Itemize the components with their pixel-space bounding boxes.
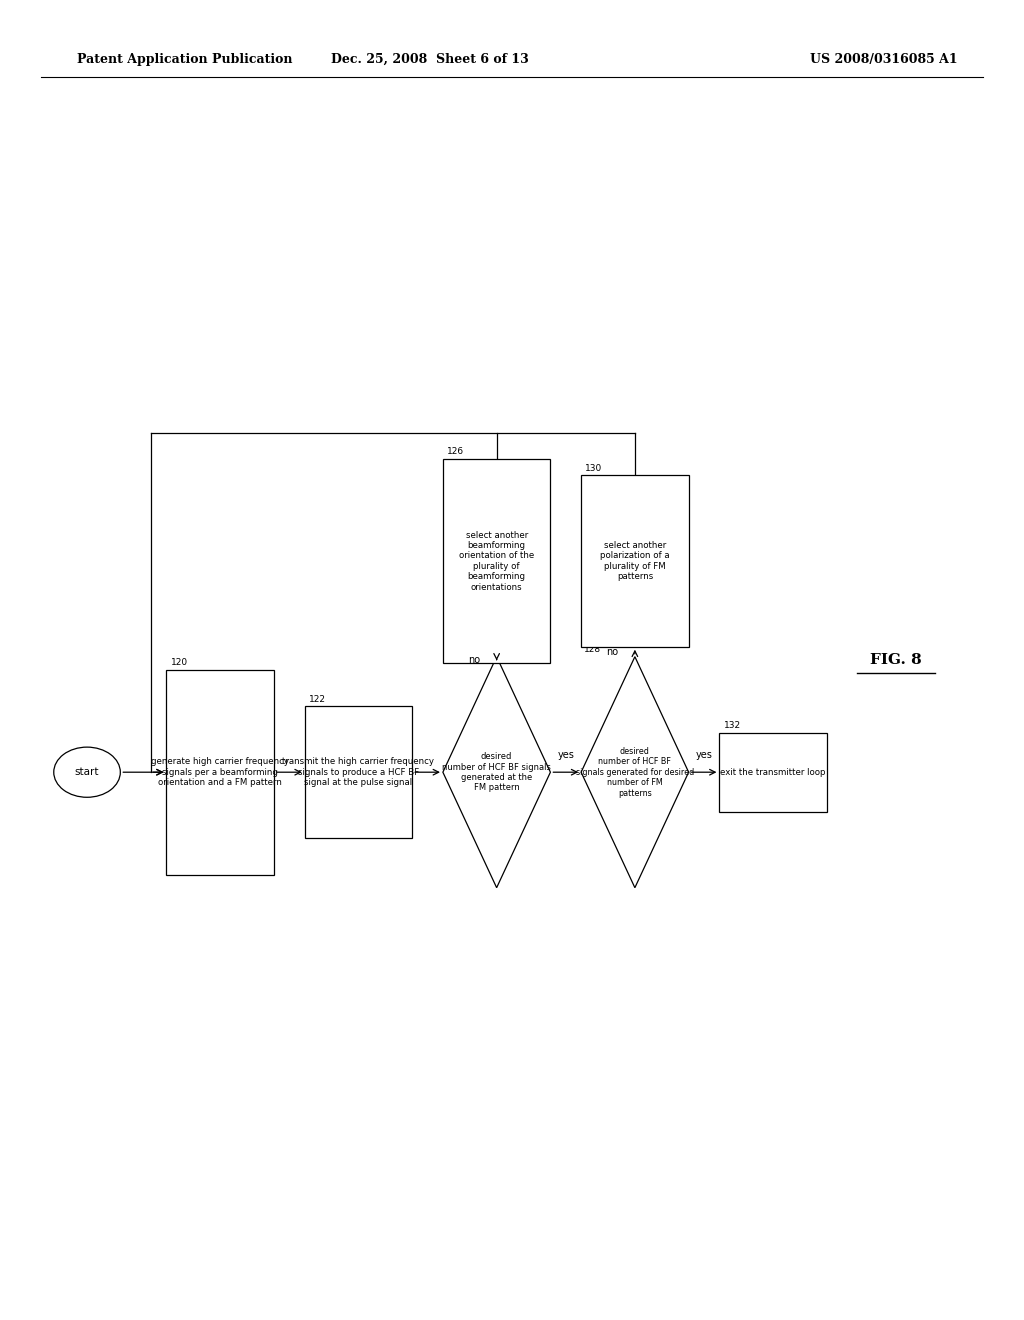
Polygon shape: [442, 657, 551, 887]
Text: yes: yes: [557, 750, 574, 760]
Text: 132: 132: [723, 721, 740, 730]
Text: 126: 126: [446, 447, 464, 457]
FancyBboxPatch shape: [719, 733, 827, 812]
Text: Dec. 25, 2008  Sheet 6 of 13: Dec. 25, 2008 Sheet 6 of 13: [331, 53, 529, 66]
Text: no: no: [468, 655, 480, 665]
Text: yes: yes: [695, 750, 713, 760]
Text: select another
beamforming
orientation of the
plurality of
beamforming
orientati: select another beamforming orientation o…: [459, 531, 535, 591]
Text: select another
polarization of a
plurality of FM
patterns: select another polarization of a plurali…: [600, 541, 670, 581]
Text: transmit the high carrier frequency
signals to produce a HCF BF
signal at the pu: transmit the high carrier frequency sign…: [283, 758, 434, 787]
FancyBboxPatch shape: [305, 706, 412, 838]
Text: Patent Application Publication: Patent Application Publication: [77, 53, 292, 66]
Text: 122: 122: [309, 694, 326, 704]
Text: 124: 124: [446, 645, 463, 655]
FancyBboxPatch shape: [582, 475, 688, 647]
Text: 120: 120: [170, 659, 187, 668]
Text: generate high carrier frequency
signals per a beamforming
orientation and a FM p: generate high carrier frequency signals …: [152, 758, 289, 787]
Text: start: start: [75, 767, 99, 777]
Text: 130: 130: [586, 463, 602, 473]
Text: no: no: [606, 647, 618, 657]
Text: FIG. 8: FIG. 8: [870, 653, 922, 667]
FancyBboxPatch shape: [442, 459, 551, 664]
Text: exit the transmitter loop: exit the transmitter loop: [720, 768, 826, 776]
Text: desired
number of HCF BF signals
generated at the
FM pattern: desired number of HCF BF signals generat…: [442, 752, 551, 792]
Polygon shape: [582, 657, 688, 887]
FancyBboxPatch shape: [166, 671, 274, 875]
Text: 128: 128: [584, 645, 601, 655]
Ellipse shape: [54, 747, 121, 797]
Text: US 2008/0316085 A1: US 2008/0316085 A1: [810, 53, 957, 66]
Text: desired
number of HCF BF
signals generated for desired
number of FM
patterns: desired number of HCF BF signals generat…: [575, 747, 694, 797]
